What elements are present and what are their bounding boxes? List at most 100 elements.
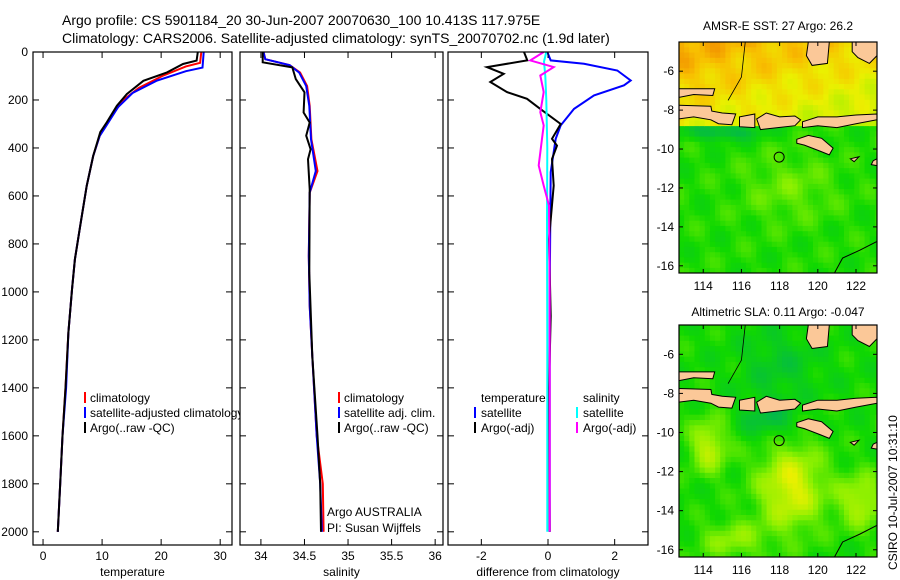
map-cell	[854, 225, 861, 232]
map-cell	[735, 546, 742, 553]
map-cell	[797, 325, 804, 331]
map-cell	[792, 99, 799, 106]
map-cell	[802, 367, 809, 374]
map-cell	[869, 541, 876, 548]
x-tick-label: 0	[545, 549, 552, 563]
map-cell	[833, 446, 840, 453]
map-cell	[864, 141, 871, 148]
map-cell	[720, 126, 726, 132]
map-cell	[715, 356, 721, 363]
map-cell	[782, 393, 788, 400]
map-cell	[802, 414, 809, 421]
map-cell	[787, 335, 794, 342]
map-cell	[761, 383, 768, 389]
lat-tick-label: -14	[657, 220, 675, 234]
map-cell	[813, 383, 819, 389]
map-cell	[761, 68, 768, 75]
map-cell	[813, 73, 819, 80]
map-cell	[740, 330, 747, 337]
map-cell	[746, 462, 752, 469]
map-cell	[709, 541, 716, 548]
map-cell	[715, 430, 721, 437]
map-cell	[684, 467, 690, 474]
map-cell	[838, 84, 845, 90]
map-cell	[828, 551, 835, 557]
map-cell	[874, 541, 877, 548]
map-cell	[699, 241, 706, 248]
map-cell	[699, 383, 706, 389]
map-cell	[766, 515, 773, 521]
map-cell	[766, 499, 773, 505]
map-cell	[771, 57, 778, 64]
map-cell	[746, 262, 752, 269]
map-cell	[709, 414, 716, 421]
map-cell	[766, 252, 773, 259]
map-cell	[782, 241, 788, 248]
map-cell	[720, 252, 726, 259]
map-cell	[854, 173, 861, 180]
map-cell	[735, 393, 742, 400]
map-cell	[694, 525, 701, 532]
map-cell	[761, 377, 768, 384]
map-cell	[813, 131, 819, 138]
map-cell	[704, 515, 711, 521]
map-cell	[694, 515, 701, 521]
map-cell	[787, 99, 794, 106]
map-cell	[756, 409, 763, 416]
map-cell	[735, 425, 742, 432]
map-cell	[874, 483, 877, 490]
map-cell	[694, 189, 701, 195]
map-cell	[823, 367, 830, 374]
map-cell	[818, 393, 824, 400]
map-cell	[735, 225, 742, 232]
map-cell	[689, 467, 696, 474]
map-cell	[751, 377, 757, 384]
map-cell	[694, 94, 701, 101]
map-cell	[823, 199, 830, 206]
map-cell	[746, 183, 752, 190]
map-cell	[699, 420, 706, 426]
map-cell	[771, 52, 778, 59]
map-cell	[766, 152, 773, 159]
map-cell	[709, 215, 716, 222]
map-cell	[766, 541, 773, 548]
map-cell	[869, 262, 876, 269]
map-cell	[756, 152, 763, 159]
map-cell	[787, 262, 794, 269]
map-cell	[833, 430, 840, 437]
map-cell	[818, 262, 824, 269]
map-cell	[828, 346, 835, 352]
map-cell	[797, 115, 804, 122]
map-cell	[813, 189, 819, 195]
x-tick-label: 20	[154, 549, 168, 563]
map-cell	[828, 257, 835, 264]
map-cell	[844, 257, 850, 264]
map-cell	[756, 267, 763, 273]
map-cell	[730, 330, 737, 337]
map-cell	[699, 483, 706, 490]
map-cell	[802, 94, 809, 101]
map-cell	[751, 194, 757, 201]
map-cell	[776, 520, 783, 527]
map-cell	[751, 420, 757, 426]
map-cell	[838, 435, 845, 442]
map-cell	[849, 504, 855, 511]
map-cell	[756, 478, 763, 484]
map-cell	[874, 383, 877, 389]
map-cell	[730, 210, 737, 216]
map-cell	[813, 488, 819, 495]
map-cell	[730, 131, 737, 138]
map-cell	[704, 78, 711, 85]
map-cell	[807, 99, 814, 106]
map-cell	[859, 446, 866, 453]
map-cell	[776, 441, 783, 447]
map-cell	[859, 462, 866, 469]
map-cell	[818, 162, 824, 169]
map-cell	[766, 451, 773, 458]
map-cell	[730, 420, 737, 426]
map-cell	[859, 467, 866, 474]
map-cell	[725, 173, 732, 180]
map-cell	[787, 456, 794, 463]
map-cell	[792, 241, 799, 248]
map-cell	[715, 131, 721, 138]
